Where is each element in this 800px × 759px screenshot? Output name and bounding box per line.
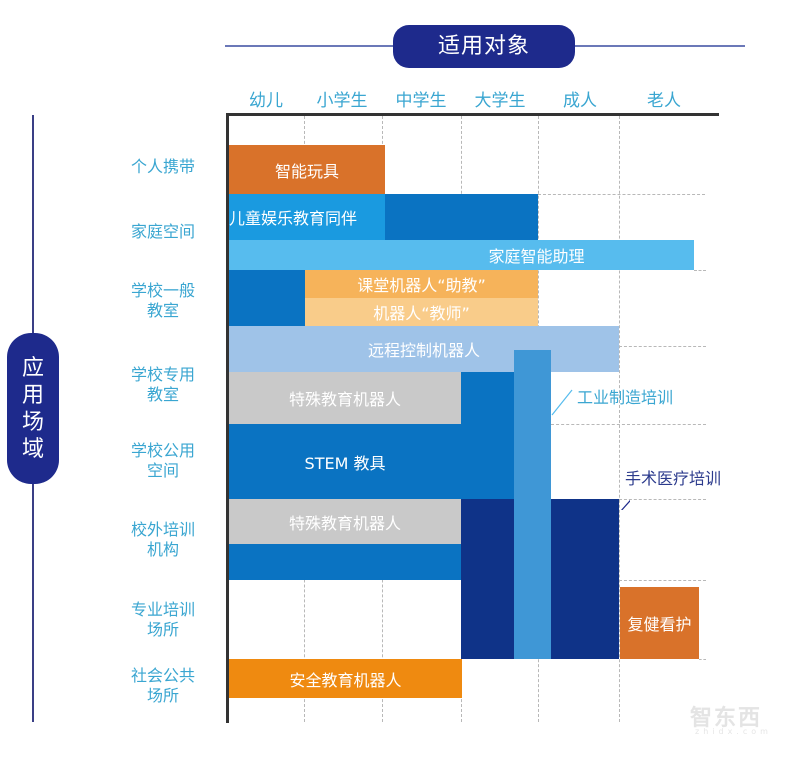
col-label-senior: 老人: [647, 91, 681, 111]
audience-title: 适用对象: [393, 25, 575, 68]
grid-hline: [699, 659, 706, 660]
col-label-primary: 小学生: [316, 91, 368, 111]
bar-remote-robot: 远程控制机器人: [229, 326, 619, 372]
watermark-logo: 智东西: [690, 706, 763, 731]
bar-child-companion: 儿童娱乐教育同伴: [229, 194, 385, 240]
row-label-public-space: 学校公用 空间: [130, 441, 195, 480]
row-label-home: 家庭空间: [130, 222, 195, 241]
bar-rehab-care: 复健看护: [620, 587, 699, 659]
row-label-training-org: 校外培训 机构: [130, 520, 195, 559]
grid-hline: [551, 424, 706, 425]
bar-robot-teacher: 机器人“教师”: [305, 298, 538, 326]
companion-extension: [385, 194, 538, 240]
row-label-personal: 个人携带: [130, 157, 195, 176]
annotation-leaders: [551, 389, 630, 510]
annotation-medical-training: 手术医疗培训: [625, 469, 722, 488]
row-label-special-classroom: 学校专用 教室: [130, 365, 195, 404]
scene-title-char: 应: [21, 355, 44, 381]
grid-vline: [619, 116, 620, 722]
bar-safety-ed: 安全教育机器人: [229, 659, 462, 698]
col-label-adult: 成人: [563, 91, 597, 111]
scene-title: 应 用 场 域: [7, 333, 59, 484]
bar-special-ed-1: 特殊教育机器人: [229, 372, 461, 424]
col-label-toddler: 幼儿: [249, 91, 283, 111]
annotation-industrial-training: 工业制造培训: [577, 388, 674, 407]
grid-hline: [619, 346, 706, 347]
grid-hline: [619, 499, 706, 500]
industrial-training-bar: [514, 350, 551, 659]
bar-stem-label: STEM 教具: [304, 453, 386, 473]
row-label-public-place: 社会公共 场所: [130, 666, 195, 705]
grid-hline: [694, 270, 706, 271]
bar-special-ed-2: 特殊教育机器人: [229, 499, 461, 544]
scene-title-char: 用: [21, 382, 44, 408]
chart-frame-left: [226, 113, 229, 723]
bar-home-assistant: 家庭智能助理: [229, 240, 694, 270]
row-label-general-classroom: 学校一般 教室: [130, 281, 195, 320]
col-label-college: 大学生: [474, 91, 526, 111]
watermark-site: zhidx.com: [695, 727, 772, 736]
grid-hline: [619, 580, 706, 581]
scene-title-char: 域: [21, 436, 44, 462]
bar-class-assistant: 课堂机器人“助教”: [305, 270, 538, 298]
bar-smart-toy: 智能玩具: [229, 145, 385, 194]
grid-hline: [538, 194, 705, 195]
general-classroom-block: [229, 270, 305, 326]
row-label-pro-training: 专业培训 场所: [130, 600, 195, 639]
chart-frame-top: [227, 113, 719, 116]
col-label-middle: 中学生: [395, 91, 447, 111]
scene-title-char: 场: [21, 409, 44, 435]
